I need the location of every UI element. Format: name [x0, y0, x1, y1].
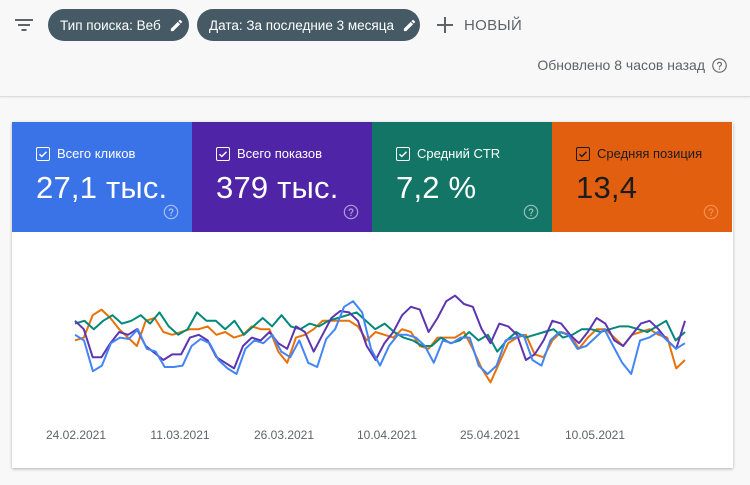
- x-axis-labels: 24.02.2021 11.03.2021 26.03.2021 10.04.2021…: [12, 428, 733, 448]
- new-filter-label: НОВЫЙ: [464, 16, 523, 34]
- help-circle-icon[interactable]: [703, 204, 719, 220]
- chip-label: Тип поиска: Веб: [60, 17, 161, 33]
- series-line: [74, 300, 686, 375]
- x-axis-tick-label: 10.04.2021: [356, 428, 418, 442]
- line-chart-plot[interactable]: [12, 232, 733, 428]
- help-circle-icon[interactable]: [343, 204, 359, 220]
- metric-tile-position[interactable]: Средняя позиция 13,4: [552, 122, 732, 232]
- metric-label: Средний CTR: [417, 146, 501, 161]
- help-circle-icon[interactable]: [711, 57, 728, 74]
- series-line: [74, 311, 686, 353]
- pencil-icon: [170, 19, 182, 31]
- metric-value: 13,4: [576, 170, 638, 205]
- series-line: [74, 308, 686, 384]
- metric-label: Средняя позиция: [597, 146, 703, 161]
- x-axis-tick-label: 24.02.2021: [45, 428, 107, 442]
- checkbox-checked-icon[interactable]: [396, 146, 410, 161]
- x-axis-tick-label: 26.03.2021: [253, 428, 315, 442]
- help-circle-icon[interactable]: [163, 204, 179, 220]
- metric-value: 27,1 тыс.: [36, 170, 168, 205]
- toolbar: Тип поиска: Веб Дата: За последние 3 мес…: [0, 0, 750, 97]
- help-circle-icon[interactable]: [523, 204, 539, 220]
- checkbox-checked-icon[interactable]: [576, 146, 590, 161]
- x-axis-tick-label: 10.05.2021: [564, 428, 626, 442]
- metric-tile-impressions[interactable]: Всего показов 379 тыс.: [192, 122, 372, 232]
- pencil-icon: [403, 19, 416, 31]
- new-filter-button[interactable]: НОВЫЙ: [436, 12, 522, 38]
- search-type-filter-chip[interactable]: Тип поиска: Веб: [48, 9, 189, 41]
- metric-label: Всего показов: [237, 146, 322, 161]
- filter-list-icon[interactable]: [14, 16, 34, 34]
- x-axis-tick-label: 25.04.2021: [459, 428, 521, 442]
- series-line: [74, 294, 686, 370]
- checkbox-checked-icon[interactable]: [216, 146, 230, 161]
- metric-tiles: Всего кликов 27,1 тыс. Всего показов 379…: [12, 122, 733, 232]
- last-updated-text: Обновлено 8 часов назад: [537, 57, 705, 73]
- metric-tile-clicks[interactable]: Всего кликов 27,1 тыс.: [12, 122, 192, 232]
- metric-label: Всего кликов: [57, 146, 136, 161]
- chip-label: Дата: За последние 3 месяца: [209, 17, 394, 33]
- metric-tile-ctr[interactable]: Средний CTR 7,2 %: [372, 122, 552, 232]
- date-filter-chip[interactable]: Дата: За последние 3 месяца: [197, 9, 420, 41]
- x-axis-tick-label: 11.03.2021: [150, 428, 210, 442]
- performance-card: Всего кликов 27,1 тыс. Всего показов 379…: [12, 122, 733, 468]
- last-updated: Обновлено 8 часов назад: [537, 54, 728, 76]
- plus-icon: [437, 17, 453, 33]
- performance-chart[interactable]: 24.02.2021 11.03.2021 26.03.2021 10.04.2021…: [12, 232, 733, 468]
- checkbox-checked-icon[interactable]: [36, 146, 50, 161]
- metric-value: 379 тыс.: [216, 170, 339, 205]
- metric-value: 7,2 %: [396, 170, 477, 205]
